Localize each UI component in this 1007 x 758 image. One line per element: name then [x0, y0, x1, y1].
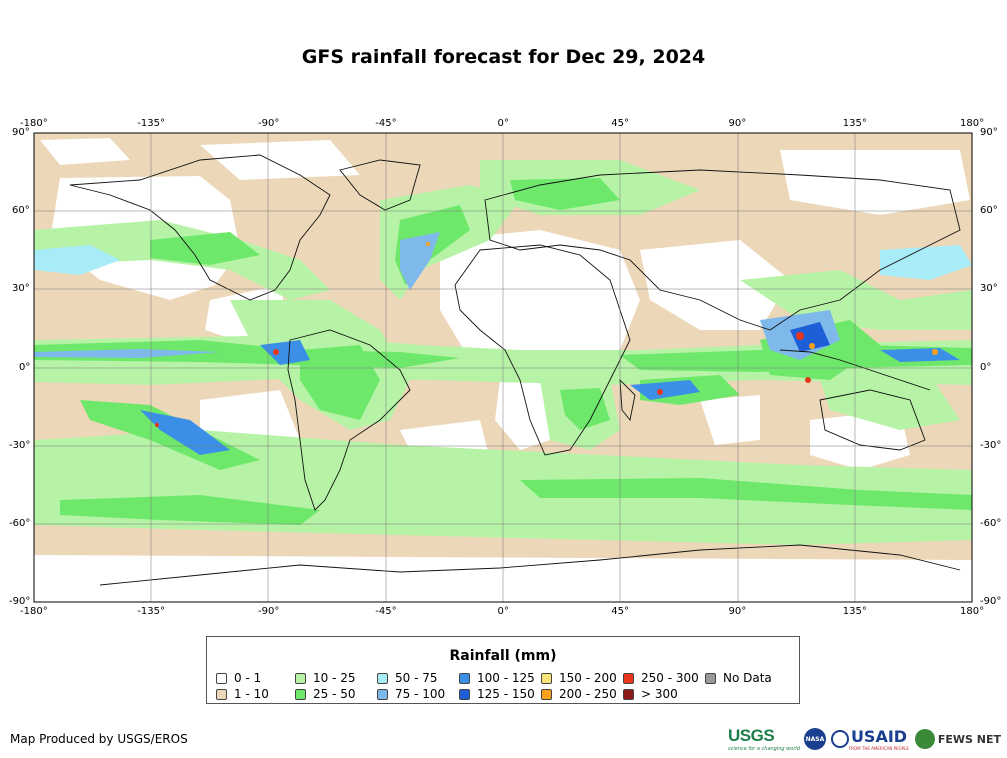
legend-item: 125 - 150 [459, 687, 535, 701]
legend-item: 0 - 1 [216, 671, 261, 685]
legend-item: 25 - 50 [295, 687, 356, 701]
lat-tick-right: -90° [980, 596, 1002, 607]
lon-tick-top: -180° [20, 118, 48, 129]
legend-label: No Data [723, 671, 772, 685]
legend-label: 75 - 100 [395, 687, 446, 701]
legend-label: 250 - 300 [641, 671, 699, 685]
legend-title: Rainfall (mm) [449, 648, 557, 664]
lat-tick-right: -30° [980, 439, 1002, 451]
lat-tick-right: 90° [980, 127, 998, 138]
fews-globe-icon [914, 729, 935, 749]
legend-item: > 300 [623, 687, 678, 701]
fews-net-logo: FEWS NET [914, 729, 1001, 749]
legend-swatch [623, 688, 634, 700]
lon-tick-bottom: 45° [611, 606, 629, 617]
usaid-logo: USAID FROM THE AMERICAN PEOPLE [830, 727, 909, 751]
legend-label: 10 - 25 [313, 671, 356, 685]
legend-label: 200 - 250 [559, 687, 617, 701]
legend-item: 150 - 200 [541, 671, 617, 685]
lon-tick-bottom: 180° [960, 606, 985, 617]
legend-swatch [705, 672, 716, 684]
lon-tick-bottom: -135° [137, 606, 165, 617]
lon-tick-top: 90° [728, 118, 747, 129]
legend-label: 50 - 75 [395, 671, 438, 685]
legend: Rainfall (mm) 0 - 1 1 - 10 10 - 25 25 - 50 5… [206, 636, 800, 704]
lat-tick-left: 30° [12, 283, 30, 295]
blue-rain [34, 232, 972, 455]
legend-swatch [541, 688, 552, 700]
legend-swatch [216, 672, 227, 684]
lat-tick-left: 60° [12, 205, 30, 217]
lon-tick-top: 135° [842, 118, 867, 129]
graticule [34, 133, 972, 602]
legend-item: 100 - 125 [459, 671, 535, 685]
lat-tick-left: -30° [9, 439, 31, 451]
legend-item: No Data [705, 671, 772, 685]
lon-tick-top: -90° [258, 118, 280, 129]
legend-swatch [623, 672, 634, 684]
lat-tick-right: 60° [980, 205, 998, 217]
lon-tick-bottom: 135° [842, 606, 867, 617]
continent-outlines [69, 154, 961, 586]
legend-swatch [377, 688, 388, 700]
lon-tick-bottom: 90° [728, 606, 747, 617]
legend-label: 125 - 150 [477, 687, 535, 701]
legend-item: 10 - 25 [295, 671, 356, 685]
usaid-seal-icon [830, 730, 849, 748]
legend-swatch [295, 688, 306, 700]
map-title: GFS rainfall forecast for Dec 29, 2024 [301, 46, 706, 68]
lat-tick-right: -60° [980, 517, 1002, 529]
lat-tick-left: -90° [9, 596, 31, 607]
lon-tick-bottom: -90° [258, 606, 280, 617]
legend-item: 75 - 100 [377, 687, 445, 701]
lat-tick-left: 90° [12, 127, 30, 138]
lon-tick-top: 0° [497, 118, 509, 129]
lat-tick-left: 0° [19, 361, 31, 373]
legend-swatch [459, 672, 470, 684]
map-frame [33, 132, 973, 603]
lat-tick-left: -60° [9, 517, 31, 529]
lon-tick-bottom: -45° [375, 606, 397, 617]
legend-swatch [216, 688, 227, 700]
legend-swatch [377, 672, 388, 684]
legend-label: 25 - 50 [313, 687, 356, 701]
nasa-logo: NASA [803, 728, 826, 750]
legend-label: 0 - 1 [234, 671, 262, 685]
legend-label: 100 - 125 [477, 671, 535, 685]
rainfall-map [33, 132, 973, 603]
lon-tick-top: -45° [375, 118, 397, 129]
legend-label: > 300 [641, 687, 678, 701]
legend-item: 1 - 10 [216, 687, 269, 701]
lon-tick-top: 180° [960, 118, 985, 129]
lon-tick-top: 45° [611, 118, 629, 129]
legend-item: 250 - 300 [623, 671, 699, 685]
legend-item: 50 - 75 [377, 671, 438, 685]
legend-label: 150 - 200 [559, 671, 617, 685]
legend-label: 1 - 10 [234, 687, 269, 701]
lat-tick-right: 0° [980, 361, 992, 373]
credit-text: Map Produced by USGS/EROS [10, 732, 188, 746]
lat-tick-right: 30° [980, 283, 998, 295]
lon-tick-bottom: 0° [497, 606, 509, 617]
lon-tick-bottom: -180° [20, 606, 48, 617]
legend-swatch [459, 688, 470, 700]
legend-swatch [541, 672, 552, 684]
extreme-rain [155, 242, 938, 427]
partner-logos: USGS science for a changing world NASA U… [728, 726, 1001, 752]
legend-swatch [295, 672, 306, 684]
usgs-logo: USGS science for a changing world [728, 726, 800, 752]
lon-tick-top: -135° [137, 118, 165, 129]
legend-item: 200 - 250 [541, 687, 617, 701]
